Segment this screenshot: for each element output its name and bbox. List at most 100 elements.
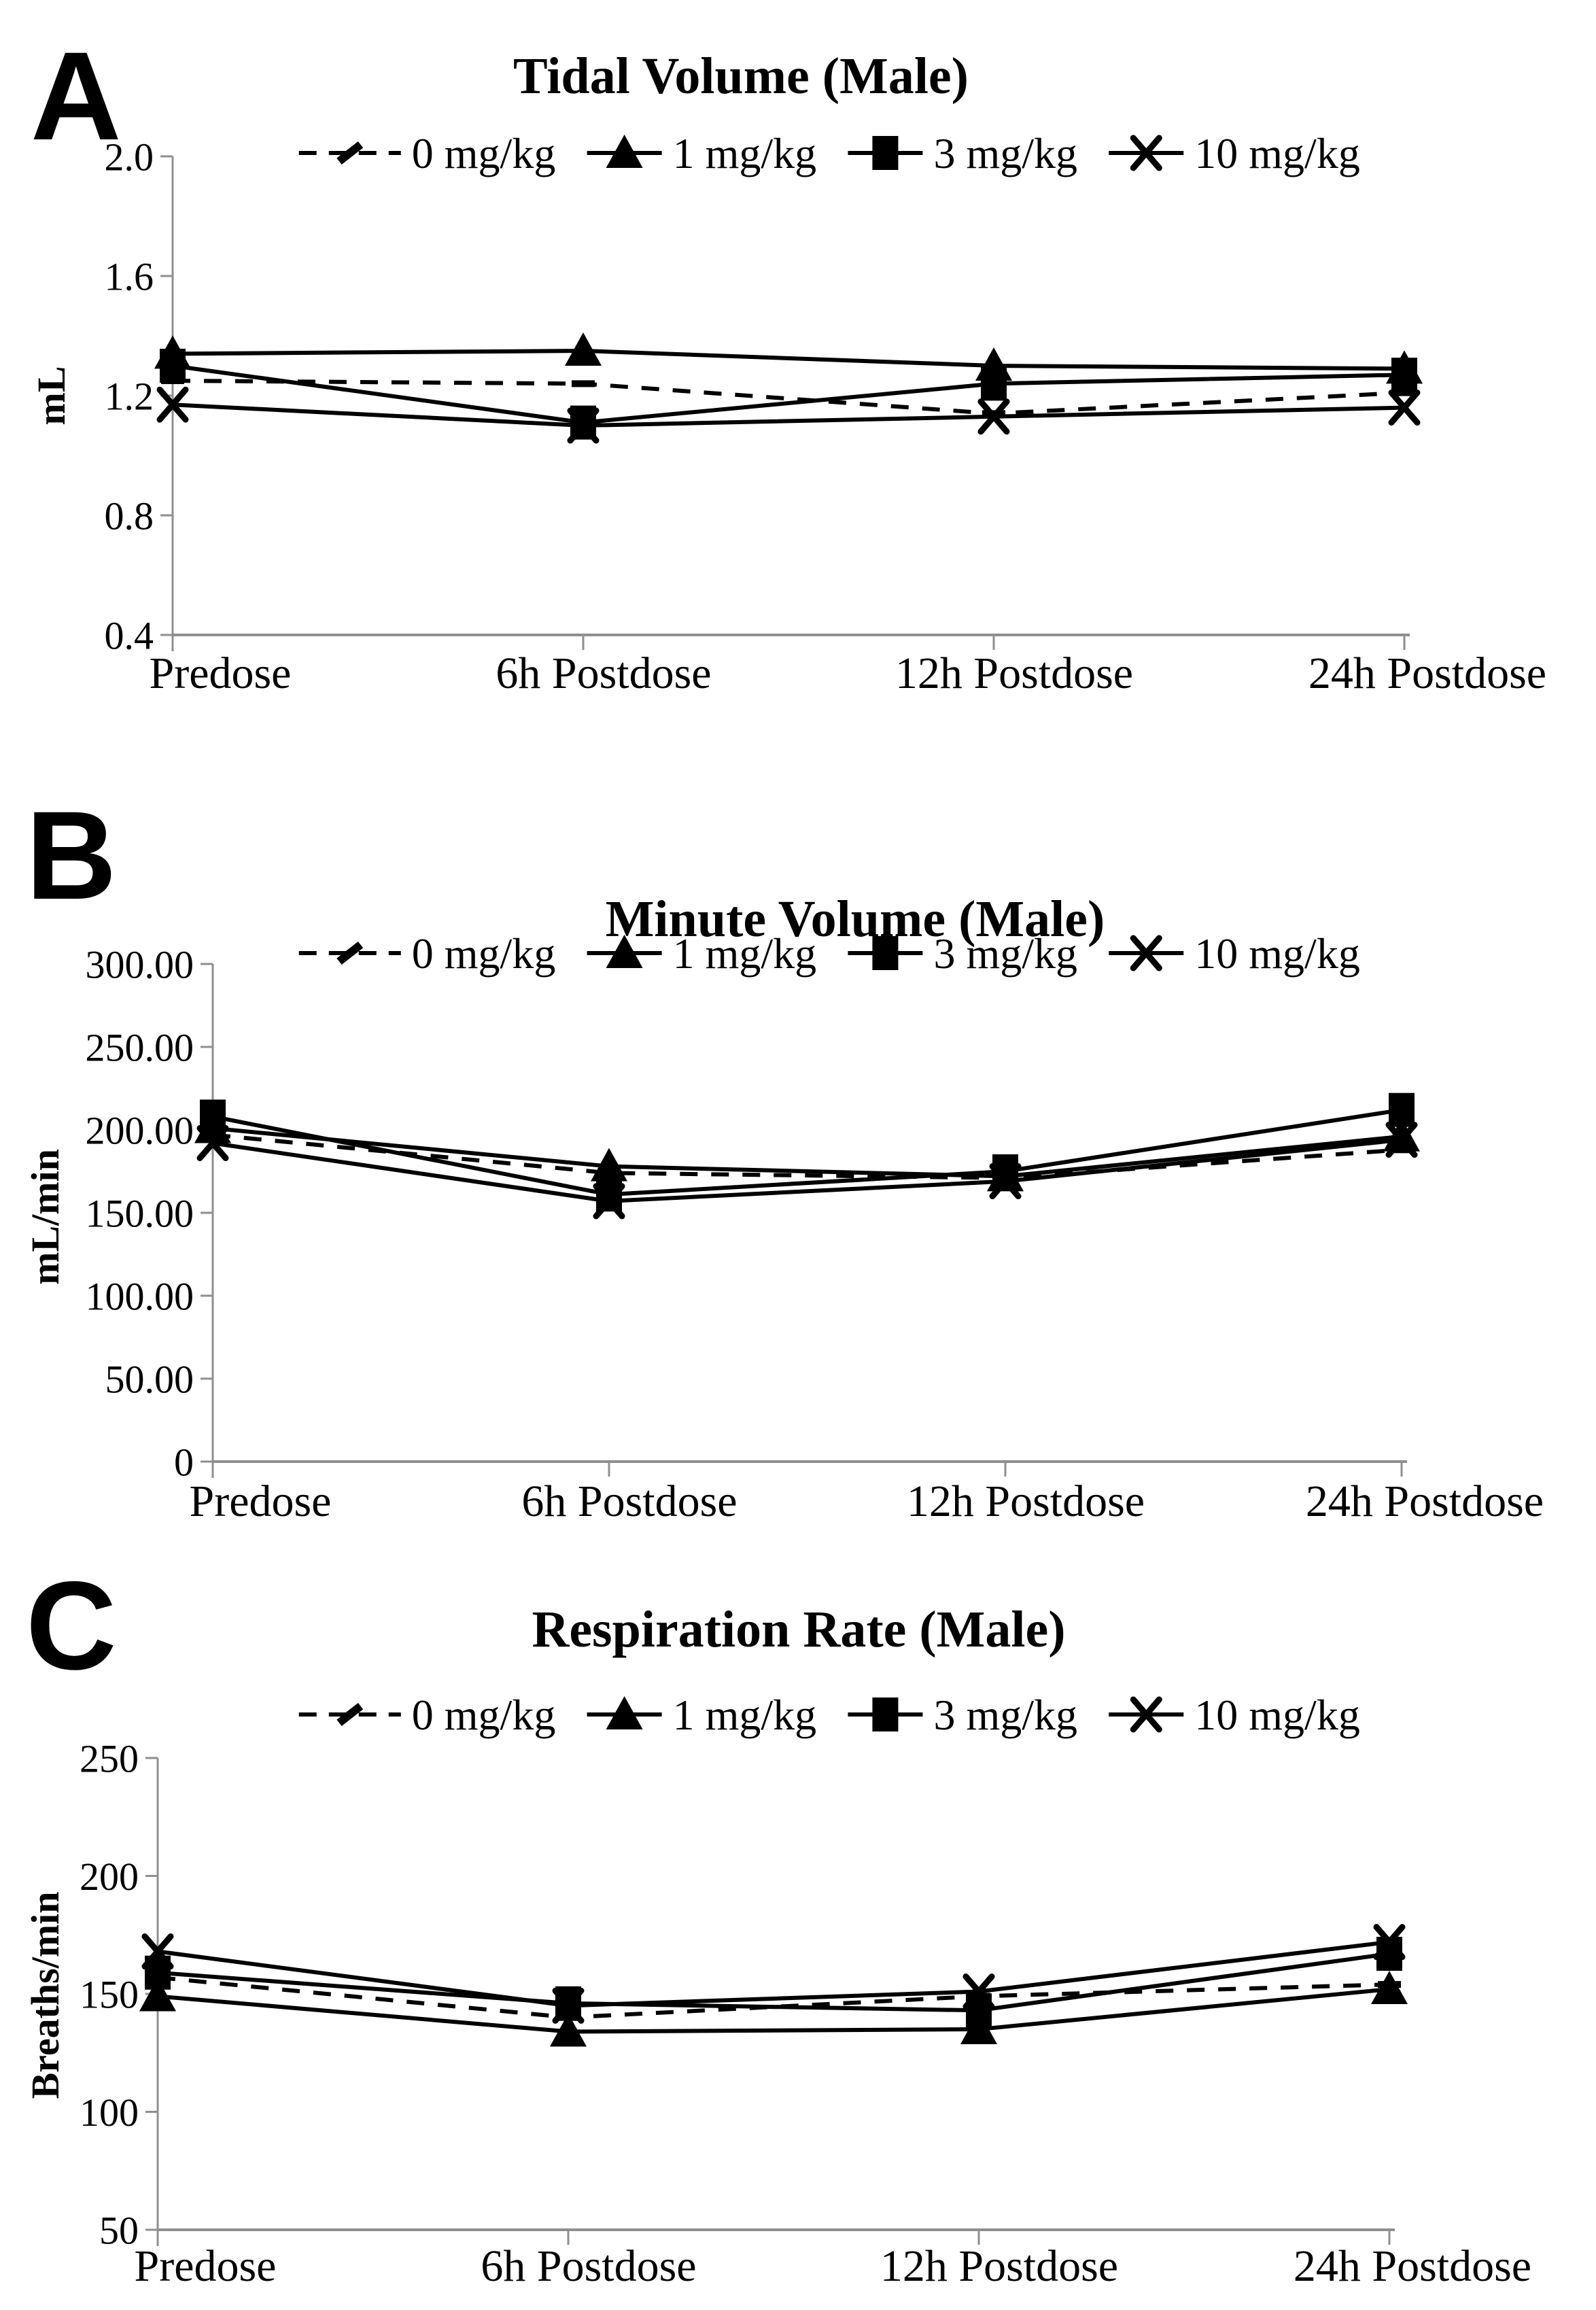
- series-line-0-mg-kg: [172, 379, 1405, 416]
- legend-label: 3 mg/kg: [933, 1691, 1077, 1739]
- y-tick-label: 100: [80, 2090, 139, 2135]
- series-markers-1-mg-kg: [139, 1971, 1408, 2047]
- y-axis-title-a: mL: [29, 366, 73, 426]
- legend-label: 10 mg/kg: [1194, 129, 1360, 177]
- series-line-1-mg-kg: [157, 1987, 1390, 2034]
- series-line-3-mg-kg: [212, 1107, 1402, 1197]
- point-triangle-marker: [565, 332, 602, 366]
- legend-item-0-mg-kg: 0 mg/kg: [298, 929, 556, 978]
- legend-x-marker: [1130, 1696, 1162, 1733]
- series-line-0-mg-kg: [212, 1133, 1402, 1180]
- x-category-label: 24h Postdose: [1308, 649, 1546, 698]
- series-line-1-mg-kg: [212, 1126, 1402, 1179]
- axes-b: 300.00 250.00 200.00 150.00 100.00 50.00 0Pred…: [86, 942, 1544, 1526]
- x-category-label: 24h Postdose: [1294, 2241, 1531, 2291]
- point-square-marker: [966, 1993, 992, 2028]
- y-tick-label: 250: [80, 1736, 139, 1780]
- y-tick-label: 50: [99, 2208, 139, 2252]
- y-tick-label: 300.00: [86, 942, 194, 986]
- y-tick-label: 0: [174, 1440, 194, 1484]
- chart-panel-c: C Respiration Rate (Male) 0 mg/kg 1 mg/kg 3 …: [23, 1556, 1531, 2291]
- point-x-marker: [1388, 390, 1421, 426]
- legend-label: 0 mg/kg: [412, 129, 556, 177]
- legend-label: 1 mg/kg: [673, 1691, 817, 1739]
- legend-triangle-marker: [606, 135, 643, 168]
- point-square-marker: [992, 1154, 1018, 1188]
- y-tick-label: 1.6: [105, 254, 154, 298]
- y-tick-label: 1.2: [105, 374, 154, 418]
- x-category-label: 12h Postdose: [907, 1477, 1145, 1526]
- legend-triangle-marker: [606, 935, 643, 968]
- point-triangle-marker: [960, 2011, 997, 2045]
- legend-x-marker: [1130, 935, 1162, 971]
- x-category-label: Predose: [150, 649, 292, 698]
- legend-label: 1 mg/kg: [673, 929, 817, 978]
- series-line-1-mg-kg: [172, 348, 1405, 371]
- panel-letter-c: C: [26, 1556, 117, 1696]
- legend-a: 0 mg/kg 1 mg/kg 3 mg/kg 10 mg/kg: [298, 129, 1360, 177]
- panel-letter-b: B: [26, 786, 117, 926]
- series-markers-3-mg-kg: [145, 1937, 1402, 2028]
- point-square-marker: [596, 1177, 622, 1212]
- legend-item-10-mg-kg: 10 mg/kg: [1109, 929, 1360, 978]
- point-triangle-marker: [1371, 1971, 1408, 2005]
- y-tick-label: 200: [80, 1855, 139, 1899]
- legend-item-3-mg-kg: 3 mg/kg: [848, 129, 1077, 177]
- legend-item-10-mg-kg: 10 mg/kg: [1109, 1691, 1360, 1739]
- x-category-label: 12h Postdose: [895, 649, 1133, 698]
- series-line-3-mg-kg: [172, 364, 1405, 425]
- point-x-marker: [977, 398, 1010, 435]
- legend-x-marker: [1130, 135, 1162, 171]
- chart-panel-a: A Tidal Volume (Male) 0 mg/kg 1 mg/kg 3 mg/k…: [29, 27, 1546, 698]
- x-category-label: 6h Postdose: [496, 649, 711, 698]
- legend-triangle-marker: [606, 1696, 643, 1729]
- legend-square-marker: [872, 936, 899, 970]
- legend-item-0-mg-kg: 0 mg/kg: [298, 1691, 556, 1739]
- point-square-marker: [1376, 1937, 1402, 1971]
- y-tick-label: 150.00: [86, 1191, 194, 1235]
- legend-label: 10 mg/kg: [1194, 929, 1360, 978]
- y-tick-label: 250.00: [86, 1025, 194, 1069]
- legend-item-1-mg-kg: 1 mg/kg: [587, 129, 817, 177]
- point-triangle-marker: [591, 1148, 627, 1182]
- legend-label: 0 mg/kg: [412, 1691, 556, 1739]
- series-line-3-mg-kg: [157, 1952, 1390, 2013]
- legend-b: 0 mg/kg 1 mg/kg 3 mg/kg 10 mg/kg: [298, 929, 1360, 978]
- series-lines: [157, 1940, 1390, 2034]
- chart-title-c: Respiration Rate (Male): [532, 1601, 1065, 1658]
- y-tick-label: 150: [80, 1972, 139, 2016]
- legend-label: 0 mg/kg: [412, 929, 556, 978]
- y-tick-label: 2.0: [105, 135, 154, 179]
- series-lines: [172, 348, 1405, 428]
- series-markers-3-mg-kg: [160, 349, 1417, 440]
- legend-square-marker: [872, 136, 899, 170]
- y-axis-title-c: Breaths/min: [23, 1891, 67, 2099]
- point-triangle-marker: [550, 2013, 587, 2047]
- legend-item-1-mg-kg: 1 mg/kg: [587, 1691, 817, 1739]
- x-category-label: 12h Postdose: [880, 2241, 1118, 2291]
- x-category-label: Predose: [190, 1477, 332, 1526]
- point-square-marker: [570, 405, 596, 440]
- legend-item-10-mg-kg: 10 mg/kg: [1109, 129, 1360, 177]
- x-category-label: 24h Postdose: [1306, 1477, 1544, 1526]
- chart-panel-b: B Minute Volume (Male) 0 mg/kg 1 mg/kg 3 mg/…: [23, 786, 1544, 1526]
- legend-label: 3 mg/kg: [933, 929, 1077, 978]
- point-triangle-marker: [1383, 1118, 1420, 1152]
- point-square-marker: [1391, 358, 1417, 392]
- legend-label: 3 mg/kg: [933, 129, 1077, 177]
- legend-item-3-mg-kg: 3 mg/kg: [848, 929, 1077, 978]
- point-square-marker: [1389, 1092, 1415, 1127]
- point-square-marker: [981, 366, 1007, 401]
- point-square-marker: [200, 1099, 226, 1134]
- legend-square-marker: [872, 1697, 899, 1731]
- chart-title-b: Minute Volume (Male): [606, 891, 1105, 948]
- panel-letter-a: A: [31, 27, 122, 167]
- y-tick-label: 0.4: [105, 613, 154, 657]
- legend-label: 1 mg/kg: [673, 129, 817, 177]
- series-markers-3-mg-kg: [200, 1092, 1415, 1212]
- x-category-label: 6h Postdose: [481, 2241, 696, 2291]
